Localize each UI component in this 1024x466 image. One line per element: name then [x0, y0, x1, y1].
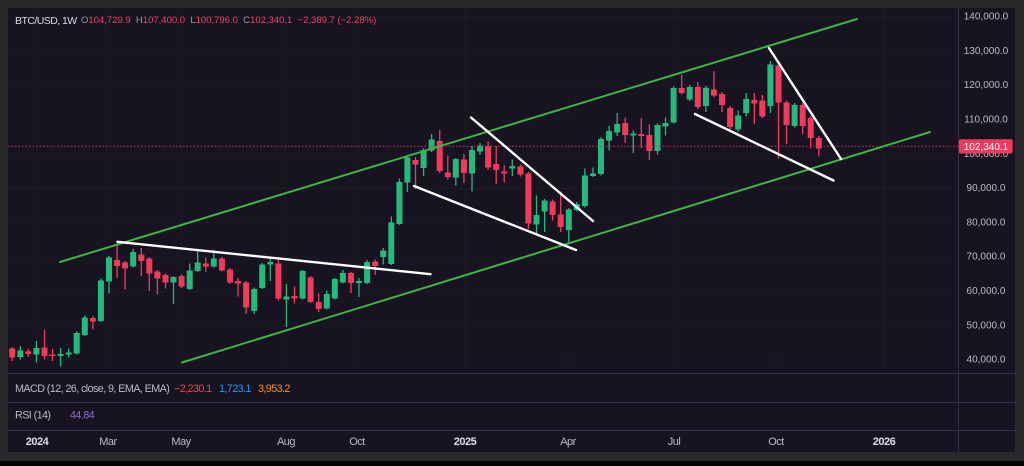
- svg-text:90,000.0: 90,000.0: [967, 183, 1006, 194]
- svg-text:130,000.0: 130,000.0: [964, 46, 1009, 57]
- svg-text:Oct: Oct: [768, 436, 784, 448]
- svg-text:44.84: 44.84: [70, 410, 95, 422]
- svg-text:Oct: Oct: [349, 436, 365, 448]
- svg-text:50,000.0: 50,000.0: [967, 320, 1006, 331]
- svg-text:2025: 2025: [454, 436, 477, 448]
- svg-text:May: May: [171, 436, 191, 448]
- svg-text:70,000.0: 70,000.0: [967, 252, 1006, 263]
- svg-text:60,000.0: 60,000.0: [967, 286, 1006, 297]
- svg-text:2024: 2024: [26, 436, 50, 448]
- svg-text:BTC/USD, 1W: BTC/USD, 1W: [15, 15, 77, 27]
- svg-text:MACD (12, 26, close, 9, EMA, E: MACD (12, 26, close, 9, EMA, EMA): [15, 383, 169, 395]
- svg-text:102,340.1: 102,340.1: [964, 142, 1009, 153]
- svg-text:80,000.0: 80,000.0: [967, 217, 1006, 228]
- svg-text:100,000.0: 100,000.0: [964, 149, 1009, 160]
- svg-text:2026: 2026: [873, 436, 896, 448]
- svg-text:1,723.1: 1,723.1: [219, 383, 251, 395]
- svg-text:140,000.0: 140,000.0: [964, 12, 1009, 23]
- svg-text:3,953.2: 3,953.2: [258, 383, 290, 395]
- svg-text:Mar: Mar: [99, 436, 117, 448]
- svg-text:110,000.0: 110,000.0: [964, 115, 1008, 126]
- svg-text:O104,729.9 H107,400.0 L100,7: O104,729.9 H107,400.0 L100,796.0 C102,34…: [81, 15, 376, 26]
- svg-text:120,000.0: 120,000.0: [964, 80, 1009, 91]
- svg-text:−2,230.1: −2,230.1: [174, 383, 212, 395]
- svg-text:Apr: Apr: [560, 436, 576, 448]
- svg-text:Jul: Jul: [668, 436, 681, 448]
- svg-text:RSI (14): RSI (14): [15, 410, 50, 422]
- svg-text:40,000.0: 40,000.0: [967, 355, 1006, 366]
- svg-text:Aug: Aug: [277, 436, 295, 448]
